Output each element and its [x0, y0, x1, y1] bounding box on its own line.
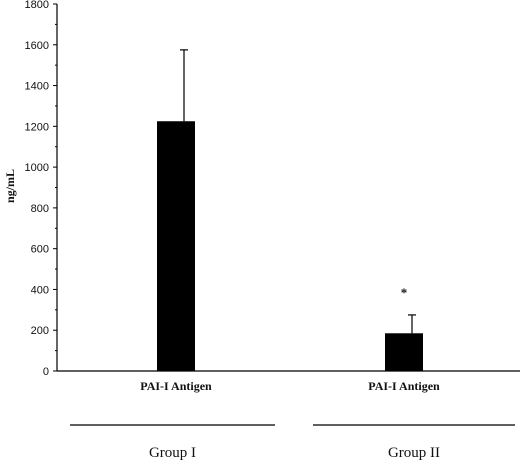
y-tick-label: 400	[31, 284, 49, 296]
y-tick-label: 0	[43, 366, 49, 378]
group-label: Group I	[149, 445, 196, 461]
y-tick-label: 600	[31, 244, 49, 256]
significance-marker: *	[401, 285, 408, 300]
group-labels: Group I Group II	[70, 424, 515, 461]
bar	[385, 333, 423, 371]
y-tick-label: 1200	[25, 121, 49, 133]
y-tick-label: 800	[31, 203, 49, 215]
y-tick-label: 1000	[25, 162, 49, 174]
bar	[157, 121, 195, 371]
y-tick-label: 1400	[25, 81, 49, 93]
category-label: PAI-I Antigen	[140, 379, 212, 393]
y-axis-title: ng/mL	[3, 169, 17, 203]
category-label: PAI-I Antigen	[368, 379, 440, 393]
y-tick-label: 200	[31, 325, 49, 337]
bars: *	[157, 49, 423, 371]
y-ticks: 0 200 400 600 800 1000 1200 1400 1600 1800	[25, 0, 57, 378]
axes	[56, 4, 520, 372]
y-tick-label: 1600	[25, 40, 49, 52]
group-label: Group II	[388, 445, 440, 461]
y-tick-label: 1800	[25, 0, 49, 11]
category-labels: PAI-I Antigen PAI-I Antigen	[140, 379, 440, 393]
